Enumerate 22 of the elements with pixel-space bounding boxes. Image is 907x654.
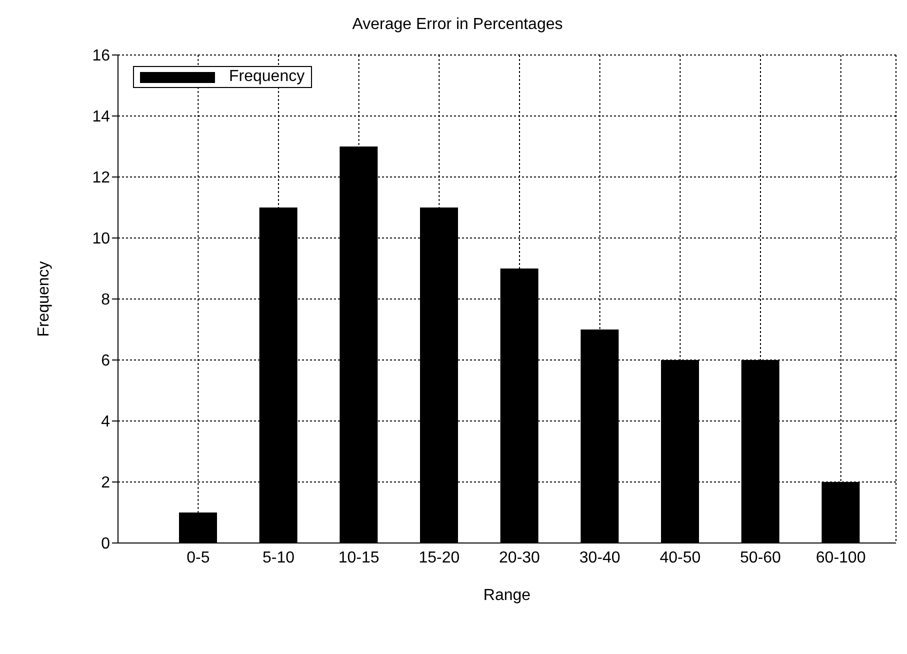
y-tick-label: 12: [92, 170, 110, 187]
y-axis-title: Frequency: [36, 261, 53, 337]
x-tick-label: 0-5: [186, 549, 210, 566]
y-tick-label: 4: [101, 414, 110, 431]
x-tick-label: 50-60: [740, 549, 782, 566]
legend-label: Frequency: [229, 68, 305, 86]
y-tick-label: 16: [92, 48, 110, 65]
chart-title: Average Error in Percentages: [351, 16, 564, 34]
y-tick-label: 8: [101, 292, 110, 309]
x-tick-label: 15-20: [418, 549, 460, 566]
y-tick-label: 14: [92, 108, 110, 126]
y-tick-label: 6: [101, 352, 110, 370]
y-tick-label: 10: [92, 230, 110, 248]
x-tick-label: 30-40: [579, 549, 620, 566]
x-axis-title: Range: [483, 587, 531, 604]
x-tick-label: 20-30: [499, 549, 540, 566]
y-tick-label: 0: [101, 536, 110, 553]
x-tick-label: 10-15: [338, 549, 380, 566]
x-tick-label: 5-10: [262, 549, 295, 566]
x-tick-label: 60-100: [816, 549, 866, 566]
y-tick-label: 2: [101, 474, 110, 492]
x-tick-label: 40-50: [660, 549, 701, 566]
